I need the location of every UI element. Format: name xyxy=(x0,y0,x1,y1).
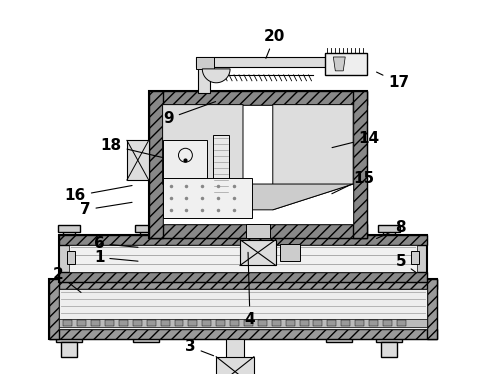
Bar xyxy=(63,230,75,309)
Bar xyxy=(59,235,427,282)
Bar xyxy=(328,320,336,326)
Bar xyxy=(91,320,100,326)
Bar xyxy=(196,57,340,67)
Bar xyxy=(68,251,75,264)
Bar xyxy=(50,279,436,339)
Bar xyxy=(272,320,281,326)
Bar xyxy=(140,230,152,304)
Bar xyxy=(230,320,239,326)
Bar xyxy=(258,320,267,326)
Bar xyxy=(135,225,156,232)
Bar xyxy=(119,320,128,326)
Text: 15: 15 xyxy=(332,171,375,194)
Bar xyxy=(50,329,436,339)
Bar xyxy=(216,357,254,375)
Bar xyxy=(163,105,353,224)
Polygon shape xyxy=(273,105,353,210)
Bar xyxy=(149,91,367,238)
Bar xyxy=(63,320,72,326)
Polygon shape xyxy=(202,69,230,83)
Text: 5: 5 xyxy=(396,254,417,273)
Bar xyxy=(353,91,367,238)
Bar xyxy=(313,320,322,326)
Bar xyxy=(244,320,253,326)
Bar xyxy=(329,225,350,232)
Text: 9: 9 xyxy=(163,102,216,126)
Bar xyxy=(50,279,436,289)
Text: 3: 3 xyxy=(185,339,214,356)
Text: 8: 8 xyxy=(377,220,406,239)
Bar xyxy=(105,320,114,326)
Bar xyxy=(149,224,367,238)
Bar xyxy=(56,334,82,342)
Text: 7: 7 xyxy=(80,202,132,217)
Bar xyxy=(383,320,392,326)
Bar xyxy=(174,320,183,326)
Bar xyxy=(160,320,170,326)
Text: 17: 17 xyxy=(377,72,409,90)
Bar xyxy=(299,320,309,326)
Bar xyxy=(196,57,214,69)
Bar xyxy=(133,334,158,342)
Bar xyxy=(163,140,207,205)
Polygon shape xyxy=(163,105,243,210)
Bar xyxy=(59,235,427,244)
Text: 18: 18 xyxy=(101,138,163,158)
Polygon shape xyxy=(333,57,345,71)
Bar xyxy=(327,334,352,342)
Bar xyxy=(61,342,77,357)
Bar xyxy=(147,320,156,326)
Bar xyxy=(149,91,163,238)
Bar xyxy=(69,244,417,272)
Bar xyxy=(341,320,350,326)
Bar xyxy=(381,342,397,357)
Bar xyxy=(127,140,149,180)
Bar xyxy=(280,244,299,261)
Bar xyxy=(383,230,395,309)
Text: 16: 16 xyxy=(65,186,132,203)
Bar xyxy=(226,339,244,359)
Bar xyxy=(163,178,252,218)
Bar xyxy=(286,320,295,326)
Text: 6: 6 xyxy=(94,236,138,251)
Text: 20: 20 xyxy=(264,28,285,58)
Bar xyxy=(189,320,197,326)
Text: 14: 14 xyxy=(332,131,380,148)
Bar xyxy=(246,224,270,238)
Bar xyxy=(427,279,436,339)
Bar xyxy=(59,319,427,327)
Bar xyxy=(333,230,345,304)
Bar xyxy=(397,320,406,326)
Bar xyxy=(133,320,142,326)
Text: 4: 4 xyxy=(244,252,255,327)
Bar xyxy=(240,240,276,266)
Bar xyxy=(59,272,427,282)
Bar xyxy=(369,320,378,326)
Bar xyxy=(149,91,367,105)
Bar xyxy=(59,289,427,329)
Bar xyxy=(378,225,400,232)
Text: 2: 2 xyxy=(53,267,81,292)
Bar xyxy=(50,279,59,339)
Bar xyxy=(376,334,402,342)
Polygon shape xyxy=(163,184,353,210)
Bar xyxy=(202,320,211,326)
Bar xyxy=(58,225,80,232)
Bar xyxy=(216,320,225,326)
Bar xyxy=(326,53,367,75)
Bar xyxy=(411,251,418,264)
Bar xyxy=(355,320,364,326)
Text: 1: 1 xyxy=(94,250,138,265)
Bar xyxy=(213,135,229,205)
Bar xyxy=(77,320,86,326)
Bar xyxy=(198,61,210,93)
